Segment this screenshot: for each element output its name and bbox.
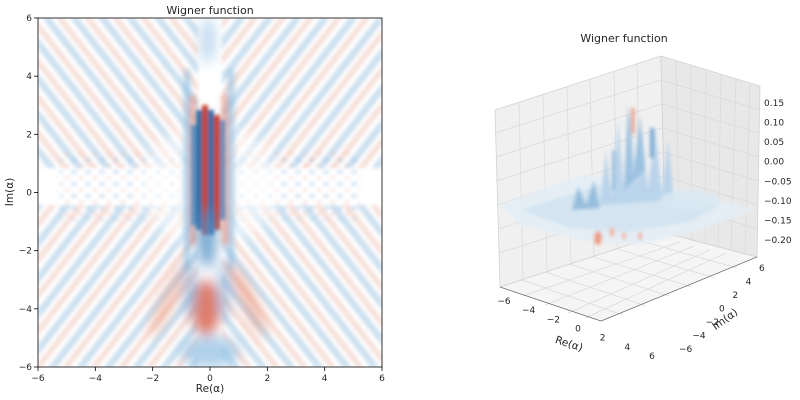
- heatmap-x-tick-label: −4: [89, 374, 103, 384]
- heatmap-x-tick-label: 2: [264, 374, 270, 384]
- heatmap-y-tick-label: 4: [26, 72, 32, 82]
- surface-y-tick-label: 4: [746, 278, 752, 288]
- heatmap-x-ticks: −6 −4 −2 0 2 4 6: [31, 367, 385, 384]
- surface-x-tick-label: 6: [649, 352, 655, 362]
- heatmap-y-tick-label: 2: [26, 130, 32, 140]
- heatmap-x-label: Re(α): [196, 383, 224, 395]
- heatmap-x-tick-label: 6: [379, 374, 385, 384]
- surface-y-tick-label: −6: [679, 345, 693, 355]
- heatmap-x-tick-label: 0: [207, 374, 213, 384]
- surface-x-tick-label: −2: [547, 315, 560, 325]
- surface-axis-lines: [499, 256, 758, 322]
- heatmap-y-tick-label: −6: [19, 363, 33, 373]
- heatmap-y-tick-label: 0: [26, 189, 32, 199]
- surface-y-tick-label: 2: [732, 291, 738, 301]
- surface-x-tick-label: −4: [522, 306, 536, 316]
- heatmap-y-tick-label: −2: [19, 247, 32, 257]
- surface-x-ticks: −6 −4 −2 0 2 4 6: [497, 297, 655, 362]
- heatmap-y-tick-label: −4: [19, 305, 33, 315]
- surface-z-tick-label: −0.15: [764, 216, 792, 226]
- surface-y-tick-label: 0: [719, 305, 725, 315]
- surface-y-tick-label: −4: [692, 332, 706, 342]
- surface-y-tick-label: 6: [759, 264, 765, 274]
- heatmap-x-tick-label: −6: [31, 374, 45, 384]
- surface-z-ticks: 0.15 0.10 0.05 0.00 −0.05 −0.10 −0.15 −0.20: [764, 99, 792, 246]
- surface-mesh: [500, 104, 755, 245]
- surface-z-tick-label: −0.10: [764, 197, 792, 207]
- surface-x-label: Re(α): [554, 334, 585, 354]
- surface-title: Wigner function: [580, 32, 667, 45]
- surface-y-tick-label: −2: [706, 318, 719, 328]
- surface-z-tick-label: 0.05: [764, 138, 784, 148]
- surface-y-label: Im(α): [710, 306, 740, 332]
- surface-x-tick-label: 0: [575, 325, 581, 335]
- surface-z-tick-label: 0.10: [764, 119, 784, 129]
- surface-x-tick-label: −6: [497, 297, 511, 307]
- surface-z-tick-label: −0.20: [764, 236, 792, 246]
- heatmap-y-label: Im(α): [4, 178, 16, 206]
- heatmap-image: [38, 18, 382, 367]
- heatmap-panel: Wigner function: [4, 4, 385, 395]
- surface-x-tick-label: 4: [624, 343, 630, 353]
- heatmap-x-tick-label: −2: [146, 374, 159, 384]
- surface-z-tick-label: 0.15: [764, 99, 784, 109]
- heatmap-y-ticks: 6 4 2 0 −2 −4 −6: [19, 14, 38, 373]
- heatmap-title: Wigner function: [166, 4, 253, 17]
- surface-x-tick-label: 2: [600, 334, 606, 344]
- surface-panel: Wigner function: [494, 32, 792, 362]
- surface-z-tick-label: −0.05: [764, 177, 792, 187]
- surface-z-tick-label: 0.00: [764, 158, 784, 168]
- heatmap-y-tick-label: 6: [26, 14, 32, 24]
- heatmap-x-tick-label: 4: [322, 374, 328, 384]
